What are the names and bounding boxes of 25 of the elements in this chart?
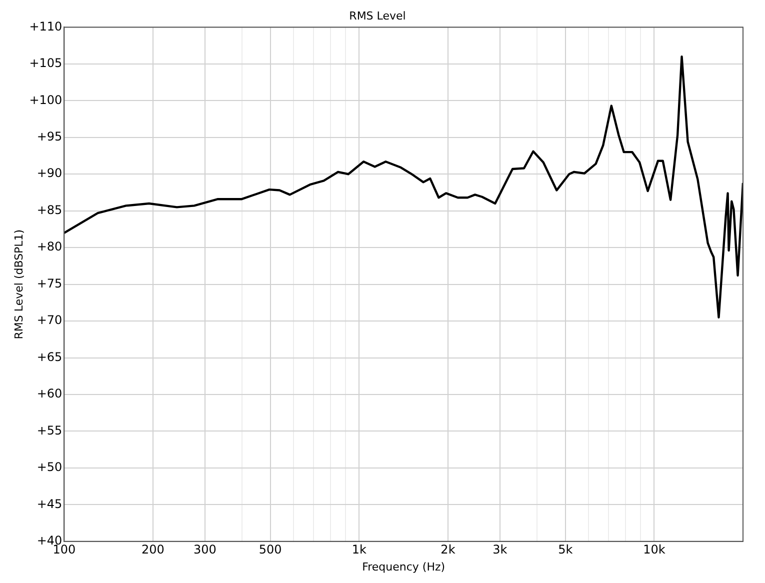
y-tick-label: +100	[29, 92, 62, 107]
y-tick-label: +110	[29, 19, 62, 34]
x-axis-title: Frequency (Hz)	[362, 560, 446, 574]
y-tick-label: +105	[29, 56, 62, 70]
x-tick-label: 1k	[352, 542, 367, 557]
x-tick-label: 2k	[440, 542, 456, 557]
y-tick-label: +80	[36, 240, 62, 254]
x-tick-label: 500	[258, 542, 282, 557]
y-tick-label: +55	[36, 423, 62, 438]
x-tick-label: 200	[142, 542, 164, 557]
y-tick-label: +60	[36, 386, 62, 401]
y-tick-label: +85	[36, 202, 62, 217]
x-tick-label: 300	[193, 542, 216, 557]
y-tick-label: +50	[36, 460, 62, 474]
y-tick-label: +65	[36, 350, 62, 364]
y-tick-label: +70	[36, 313, 62, 328]
y-axis-title: RMS Level (dBSPL1)	[12, 229, 26, 340]
y-tick-label: +95	[36, 130, 62, 144]
chart-title: RMS Level	[349, 9, 406, 22]
y-tick-label: +75	[36, 276, 62, 290]
x-tick-label: 10k	[643, 542, 666, 557]
x-tick-label: 3k	[492, 542, 508, 557]
x-tick-label: 5k	[558, 542, 573, 557]
y-tick-label: +90	[36, 166, 62, 180]
y-tick-label: +45	[36, 496, 62, 511]
